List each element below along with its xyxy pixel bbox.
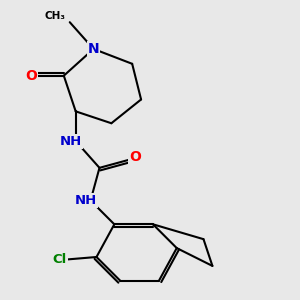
Text: CH₃: CH₃ [44,11,65,21]
Text: O: O [25,69,37,83]
Text: N: N [88,42,99,56]
Text: NH: NH [75,194,97,207]
Text: O: O [129,150,141,164]
Text: NH: NH [60,135,82,148]
Text: Cl: Cl [52,254,67,266]
